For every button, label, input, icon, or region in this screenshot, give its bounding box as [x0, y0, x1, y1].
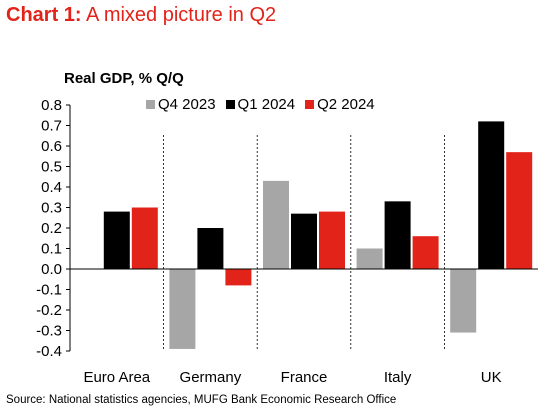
bar	[225, 269, 252, 286]
y-tick-label: -0.4	[36, 343, 62, 360]
legend-item-q4-2023: Q4 2023	[146, 96, 216, 113]
x-tick-label: UK	[481, 369, 502, 386]
y-tick-label: 0.6	[41, 138, 62, 155]
bar	[412, 236, 439, 269]
chart-title-prefix: Chart 1:	[6, 4, 82, 26]
y-tick-label: 0.5	[41, 159, 62, 176]
bar	[103, 211, 130, 269]
bar	[169, 269, 196, 349]
chart-legend: Q4 2023 Q1 2024 Q2 2024	[146, 96, 375, 113]
bar	[291, 213, 317, 269]
chart-title-text: A mixed picture in Q2	[81, 4, 277, 26]
legend-item-q2-2024: Q2 2024	[305, 96, 375, 113]
bar	[506, 152, 533, 269]
bar	[356, 248, 383, 269]
legend-label-q2-2024: Q2 2024	[317, 96, 375, 113]
bar	[197, 228, 224, 269]
x-tick-label: Euro Area	[83, 369, 150, 386]
y-tick-label: 0.1	[41, 241, 62, 258]
legend-label-q1-2024: Q1 2024	[237, 96, 296, 113]
bar	[319, 211, 345, 269]
y-axis-label: Real GDP, % Q/Q	[64, 70, 184, 87]
legend-swatch-q4-2023	[146, 100, 155, 109]
x-tick-label: Germany	[180, 369, 242, 386]
y-tick-label: 0.8	[41, 97, 62, 114]
bar	[450, 269, 477, 333]
bar	[384, 201, 411, 269]
chart-title: Chart 1: A mixed picture in Q2	[6, 4, 276, 27]
source-note: Source: National statistics agencies, MU…	[6, 394, 397, 406]
y-tick-label: 0.7	[41, 118, 62, 135]
x-tick-label: Italy	[384, 369, 412, 386]
y-tick-label: 0.0	[41, 261, 62, 278]
y-tick-label: 0.4	[41, 179, 62, 196]
bar	[263, 180, 289, 269]
bar	[131, 207, 158, 269]
x-tick-label: France	[281, 369, 328, 386]
bar	[478, 121, 505, 270]
legend-item-q1-2024: Q1 2024	[225, 96, 296, 113]
y-tick-label: -0.1	[36, 282, 62, 299]
y-tick-label: -0.3	[36, 323, 62, 340]
y-tick-label: -0.2	[36, 302, 62, 319]
legend-swatch-q2-2024	[305, 100, 315, 109]
y-tick-label: 0.3	[41, 200, 62, 217]
legend-label-q4-2023: Q4 2023	[158, 96, 216, 113]
legend-swatch-q1-2024	[225, 100, 235, 109]
y-tick-label: 0.2	[41, 220, 62, 237]
